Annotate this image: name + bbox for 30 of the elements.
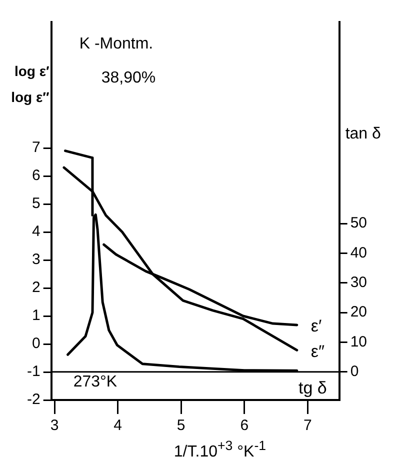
y-tick-label: 1 xyxy=(32,307,40,324)
annotation: 273°K xyxy=(73,373,118,390)
y-tick-label: 7 xyxy=(32,139,40,156)
x-tick-label: 6 xyxy=(240,417,249,434)
y-tick-label: -1 xyxy=(26,363,40,380)
y-tick-label: 2 xyxy=(32,279,40,296)
x-tick-label: 3 xyxy=(50,417,59,434)
y2-tick-label: 0 xyxy=(350,362,359,380)
y-tick-label: 0 xyxy=(32,335,40,352)
y-tick-label: 6 xyxy=(32,167,40,184)
y2-tick-label: 40 xyxy=(350,244,368,262)
x-tick-label: 5 xyxy=(176,417,186,434)
y2-axis-title: tan δ xyxy=(345,125,382,142)
y-tick-label: 4 xyxy=(32,223,40,240)
y2-tick-label: 20 xyxy=(350,304,368,321)
x-tick-label: 7 xyxy=(304,417,312,434)
x-axis-title: 1/T.10$^{+3}$ °K$^{-1}$ xyxy=(172,438,268,462)
annotation: 38,90% xyxy=(101,69,156,86)
y2-tick-label: 50 xyxy=(350,214,368,232)
y-tick-label: 5 xyxy=(32,195,40,212)
annotation: K -Montm. xyxy=(79,35,154,52)
series-label: tg δ xyxy=(298,378,327,398)
y-axis-title: log ε′ log ε″ xyxy=(11,62,50,105)
series-label: ε″ xyxy=(310,342,325,361)
series-label: ε′ xyxy=(310,316,322,336)
y2-tick-label: 10 xyxy=(350,333,368,350)
y-tick-label: -2 xyxy=(26,391,40,408)
y-tick-label: 3 xyxy=(32,251,40,268)
y2-tick-label: 30 xyxy=(350,274,368,292)
x-tick-label: 4 xyxy=(114,417,122,434)
